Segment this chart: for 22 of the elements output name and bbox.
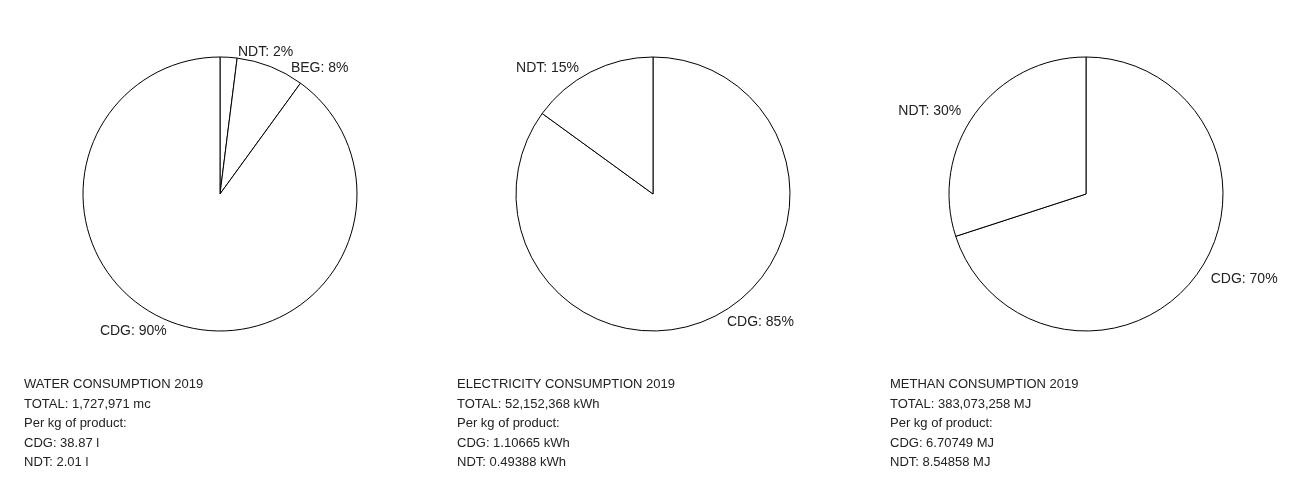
text: WATER CONSUMPTION 2019 xyxy=(24,375,204,393)
slice-label: NDT: 15% xyxy=(516,58,580,75)
text: Per kg of product: xyxy=(457,414,561,432)
slice-label: CDG: 90% xyxy=(99,322,167,338)
text: NDT: 2.01 l xyxy=(24,453,90,471)
text: ELECTRICITY CONSUMPTION 2019 xyxy=(457,375,675,393)
slice-label: NDT: 30% xyxy=(898,101,962,118)
slice-label: BEG: 8% xyxy=(290,59,349,76)
slice-label: CDG: 85% xyxy=(726,313,794,330)
text: Per kg of product: xyxy=(890,414,994,432)
text: CDG: 1.10665 kWh xyxy=(457,433,571,452)
text: CDG: 38.87 l xyxy=(24,433,101,452)
text: METHAN CONSUMPTION 2019 xyxy=(890,375,1079,393)
text: TOTAL: 383,073,258 MJ xyxy=(890,394,1033,413)
text: NDT: 8.54858 MJ xyxy=(890,453,992,471)
text: CDG: 6.70749 MJ xyxy=(890,433,996,452)
text: TOTAL: 52,152,368 kWh xyxy=(457,394,601,413)
text: Per kg of product: xyxy=(24,414,128,432)
text: TOTAL: 1,727,971 mc xyxy=(24,394,152,413)
text: NDT: 0.49388 kWh xyxy=(457,453,568,471)
slice-label: NDT: 2% xyxy=(237,43,294,60)
slice-label: CDG: 70% xyxy=(1210,270,1278,287)
